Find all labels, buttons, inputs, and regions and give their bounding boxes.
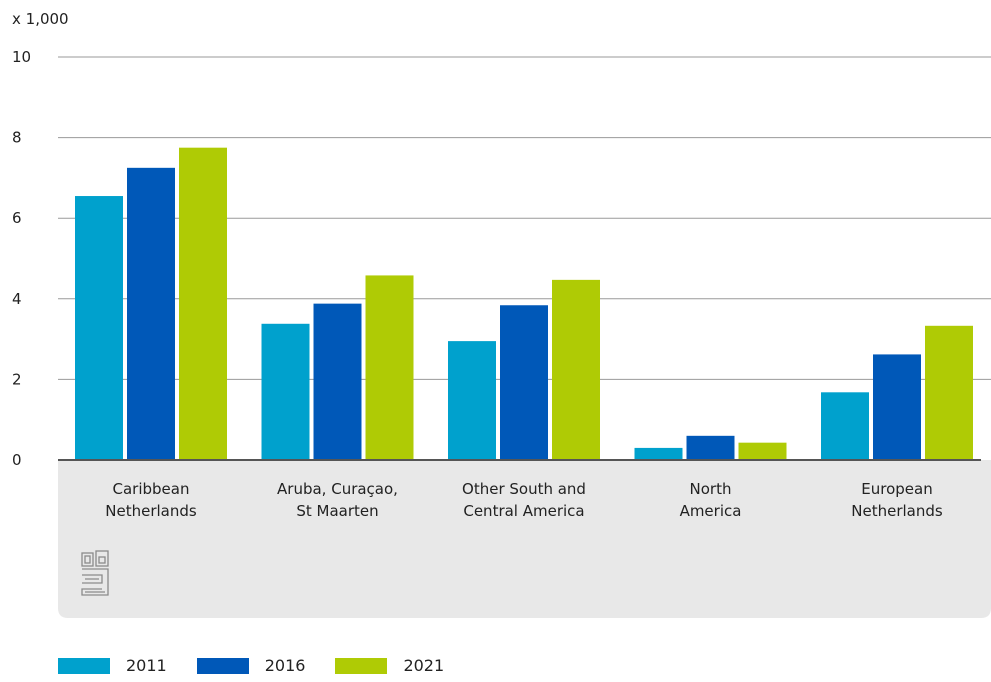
bar-2011 [634,447,683,460]
bar-2016 [500,305,548,460]
legend-swatch-2011 [58,657,110,674]
legend-item-2011: 2011 [58,656,167,675]
category-label: St Maarten [296,502,378,520]
legend-item-2021: 2021 [335,656,444,675]
legend-swatch-2016 [196,657,249,674]
bar-2021 [365,275,414,460]
cbs-logo-icon [81,550,109,596]
y-tick-label: 6 [12,209,22,227]
bar-2021 [179,147,227,461]
y-tick-label: 8 [12,129,22,147]
legend-label-2016: 2016 [264,656,306,675]
y-tick-label: 2 [12,370,22,388]
category-label: Netherlands [105,502,197,520]
bar-2016 [686,435,735,460]
y-tick-label: 4 [12,290,22,308]
bar-2011 [75,196,123,460]
bar-2011 [821,392,869,460]
bar-2016 [873,354,921,460]
bars [75,147,973,461]
y-unit-label: x 1,000 [12,10,69,28]
category-label: Central America [463,502,584,520]
category-label: Aruba, Curaçao, [277,480,398,498]
bar-2021 [552,279,600,460]
category-label: European [861,480,932,498]
category-label: Caribbean [113,480,190,498]
category-label: North [690,480,732,498]
category-label: Other South and [462,480,586,498]
legend-label-2011: 2011 [126,656,167,675]
category-labels: Caribbean Netherlands Aruba, Curaçao, St Ma… [105,480,943,520]
bar-2016 [313,303,362,460]
bar-2021 [925,325,973,460]
category-panel [58,460,991,618]
y-tick-labels: 0 2 4 6 8 10 [12,48,31,469]
bar-2016 [127,167,175,460]
category-label: Netherlands [851,502,943,520]
category-label: America [680,502,742,520]
bar-2011 [448,341,496,460]
legend: 2011 2016 2021 [58,656,474,675]
y-tick-label: 10 [12,48,31,66]
legend-item-2016: 2016 [196,656,306,675]
y-tick-label: 0 [12,451,22,469]
bar-2021 [738,442,787,460]
bar-2011 [261,323,310,460]
legend-label-2021: 2021 [403,656,445,675]
legend-swatch-2021 [335,657,388,674]
